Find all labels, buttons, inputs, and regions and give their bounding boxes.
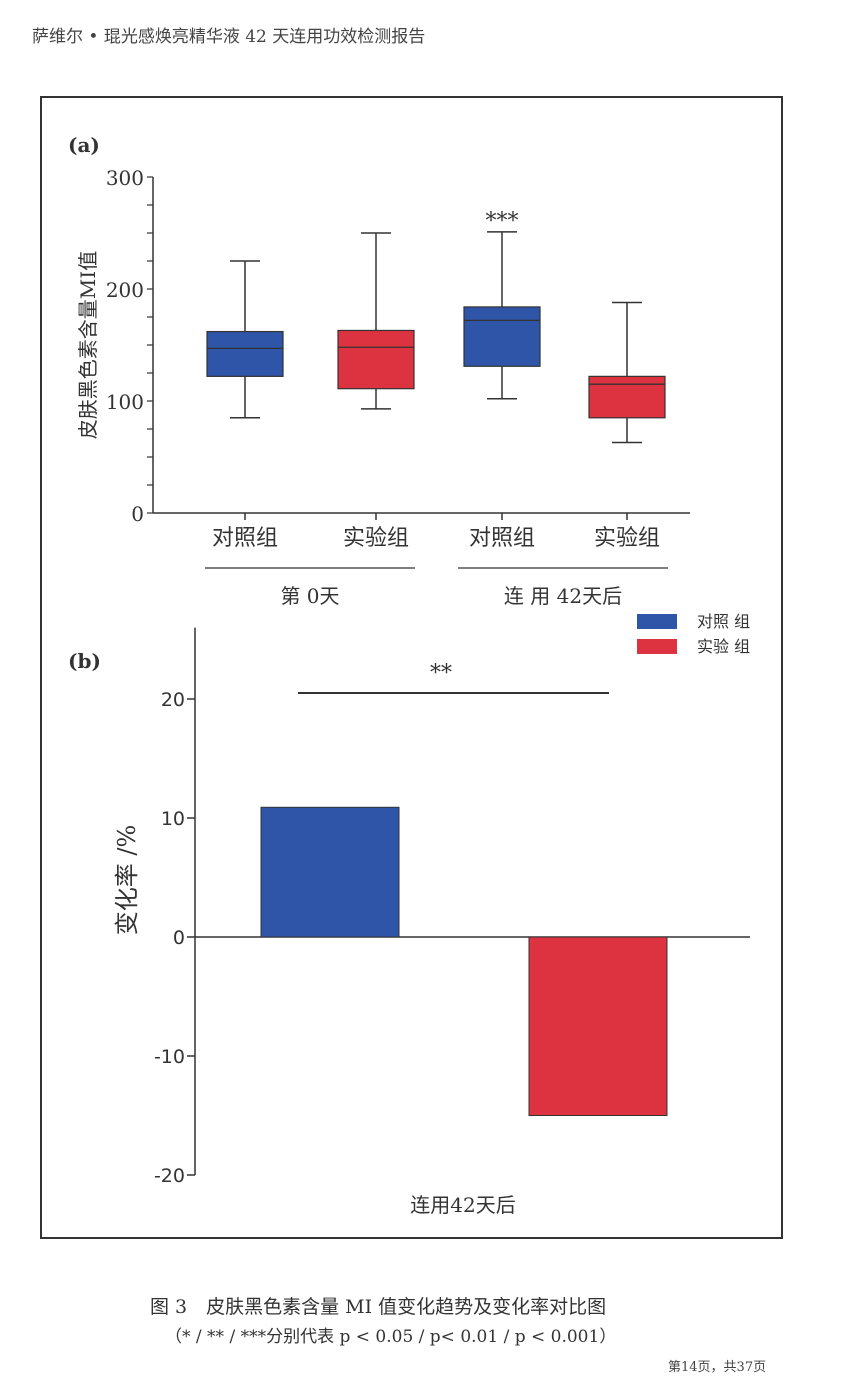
y-tick-label-b: -20	[154, 1165, 185, 1187]
y-tick-label-b: 0	[173, 927, 185, 949]
group-label: 连 用 42天后	[504, 584, 622, 608]
significance-mark: **	[430, 661, 452, 686]
y-axis-label-a: 皮肤黑色素含量MI值	[76, 251, 100, 439]
x-tick-label-a: 对照组	[469, 526, 535, 551]
x-axis-label-b: 连用42天后	[410, 1193, 515, 1217]
page-number: 第14页，共37页	[668, 1360, 767, 1375]
y-tick-label-b: -10	[154, 1046, 185, 1068]
legend-swatch	[637, 639, 677, 654]
y-axis-label-b: 变化率 /%	[113, 825, 141, 936]
panel-b-label: (b)	[68, 649, 101, 673]
box	[588, 375, 666, 419]
group-label: 第 0天	[280, 584, 339, 608]
y-tick-label-a: 300	[106, 166, 144, 190]
legend-swatch	[637, 614, 677, 629]
y-tick-label-a: 0	[131, 502, 144, 526]
report-header: 萨维尔 • 琨光感焕亮精华液 42 天连用功效检测报告	[32, 27, 426, 47]
box	[463, 306, 541, 367]
figure-caption: 图 3 皮肤黑色素含量 MI 值变化趋势及变化率对比图	[150, 1296, 607, 1318]
y-tick-label-b: 10	[161, 808, 185, 830]
x-tick-label-a: 对照组	[212, 526, 278, 551]
x-tick-label-a: 实验组	[594, 526, 660, 551]
significance-mark: ***	[486, 209, 519, 234]
y-tick-label-a: 100	[106, 390, 144, 414]
panel-a-label: (a)	[68, 133, 100, 157]
y-tick-label-b: 20	[161, 689, 185, 711]
bar	[260, 806, 400, 938]
bar	[528, 936, 668, 1116]
legend-label: 对照 组	[697, 612, 750, 631]
box	[337, 329, 415, 390]
figure-frame	[40, 96, 783, 1239]
legend-label: 实验 组	[697, 637, 750, 656]
x-tick-label-a: 实验组	[343, 526, 409, 551]
figure-note: （* / ** / ***分别代表 p < 0.05 / p< 0.01 / p…	[165, 1327, 617, 1347]
y-tick-label-a: 200	[106, 278, 144, 302]
box	[206, 330, 284, 377]
